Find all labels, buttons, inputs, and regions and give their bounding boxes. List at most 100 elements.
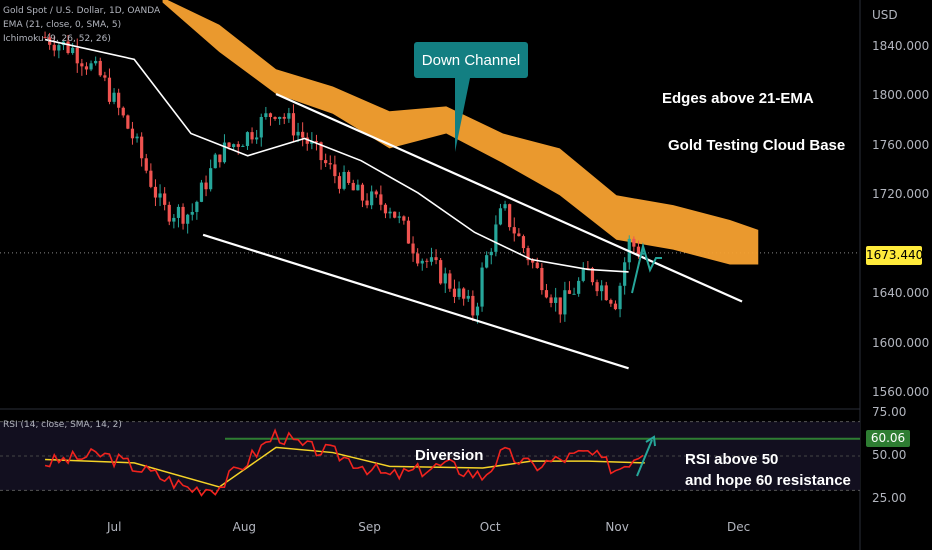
overlay-lines	[455, 78, 662, 477]
candle-body	[222, 142, 227, 163]
candle-body	[282, 116, 286, 119]
candle-body	[397, 216, 401, 218]
projection-arrow	[631, 242, 662, 294]
candle-body	[227, 142, 231, 148]
rsi-arrow	[636, 439, 653, 477]
candle-body	[112, 92, 116, 102]
ema-line	[44, 38, 629, 273]
candle-body	[296, 131, 300, 136]
candle-body	[406, 220, 411, 244]
candle-body	[232, 144, 236, 148]
candle-body	[540, 267, 544, 291]
y-tick-label: 1640.000	[872, 286, 930, 301]
y-tick-label: 1560.000	[872, 385, 930, 399]
candle-body	[498, 208, 503, 225]
x-tick-label: Sep	[358, 520, 381, 534]
candle-body	[360, 184, 365, 201]
candle-body	[287, 113, 291, 119]
candle-body	[379, 194, 383, 205]
symbol-legend: Gold Spot / U.S. Dollar, 1D, OANDA	[3, 6, 161, 16]
candle-body	[218, 154, 222, 163]
candle-body	[204, 182, 208, 190]
candle-body	[383, 204, 388, 214]
candle-body	[167, 204, 171, 222]
candle-body	[278, 116, 282, 119]
y-tick-label: 1760.000	[872, 137, 930, 152]
y-tick-label: 1720.000	[872, 187, 930, 202]
candle-body	[117, 92, 121, 108]
candle-body	[172, 217, 176, 222]
candle-body	[163, 193, 167, 205]
candle-body	[80, 63, 84, 67]
candle-body	[526, 248, 530, 261]
candle-body	[314, 141, 319, 143]
channel-lower-line	[202, 233, 629, 370]
candle-body	[195, 201, 199, 212]
candle-body	[158, 193, 162, 198]
candle-body	[632, 238, 636, 247]
candle-body	[586, 267, 590, 269]
candle-body	[347, 171, 351, 183]
y-tick-label: 1840.000	[872, 39, 930, 53]
candle-body	[581, 267, 585, 281]
candle-body	[567, 290, 572, 294]
down-channel	[202, 92, 743, 370]
candle-body	[43, 37, 47, 39]
candle-body	[121, 107, 125, 116]
candle-body	[245, 132, 250, 146]
candle-body	[439, 260, 443, 284]
candle-body	[57, 45, 61, 51]
candle-body	[517, 233, 521, 237]
candle-body	[480, 267, 484, 307]
candle-body	[420, 260, 424, 264]
candle-body	[176, 206, 181, 218]
candle-body	[140, 136, 144, 159]
candle-body	[535, 262, 539, 268]
rsi-panel	[44, 428, 860, 497]
candle-body	[577, 280, 581, 294]
ichimoku-cloud	[162, 0, 759, 265]
candle-body	[604, 285, 608, 301]
candle-body	[291, 113, 296, 136]
candle-body	[411, 243, 415, 254]
candle-body	[264, 113, 268, 117]
candle-body	[94, 60, 98, 64]
candle-body	[259, 116, 263, 138]
candle-body	[255, 137, 259, 140]
rsi-ma-line	[45, 446, 645, 488]
candle-body	[443, 273, 447, 284]
current-price-tag: 1673.440	[866, 246, 923, 265]
candle-body	[416, 253, 420, 264]
candle-body	[98, 60, 102, 76]
x-tick-label: Oct	[479, 520, 501, 534]
rsi-legend: RSI (14, close, SMA, 14, 2)	[3, 420, 122, 430]
candle-body	[600, 285, 604, 292]
candle-body	[558, 297, 562, 315]
candle-body	[521, 236, 526, 249]
candle-body	[457, 288, 461, 297]
candle-body	[236, 144, 240, 147]
candle-body	[618, 285, 622, 310]
ema-21-line	[44, 38, 629, 273]
candle-body	[503, 204, 507, 209]
candle-body	[563, 290, 567, 315]
candle-body	[181, 206, 185, 224]
rsi-tick-label: 50.00	[872, 448, 907, 462]
candle-body	[52, 44, 56, 51]
candle-body	[508, 204, 512, 228]
rsi-tick-label: 25.00	[872, 491, 907, 505]
cloud-area	[162, 0, 759, 265]
candle-body	[75, 47, 79, 64]
x-tick-label: Nov	[605, 520, 629, 534]
candle-body	[471, 295, 475, 316]
candle-body	[429, 257, 434, 262]
currency-label: USD	[872, 8, 898, 22]
candle-body	[126, 115, 130, 129]
candle-body	[641, 253, 645, 255]
candle-body	[595, 282, 599, 292]
candle-body	[213, 154, 217, 169]
candle-body	[388, 211, 392, 214]
candle-body	[452, 288, 457, 297]
rsi-arrow-head	[645, 435, 656, 447]
candle-body	[549, 297, 553, 303]
